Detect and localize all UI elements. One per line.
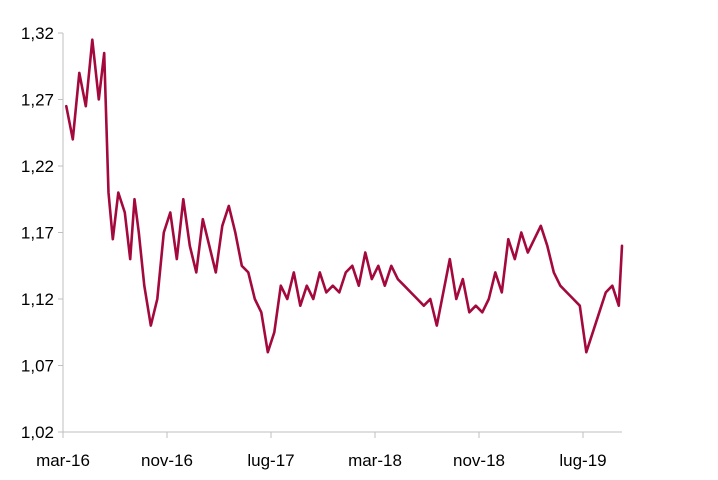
series-layer [65, 38, 624, 354]
x-tick-label: nov-18 [453, 451, 505, 470]
x-tick-label: mar-18 [348, 451, 402, 470]
y-tick-label: 1,12 [21, 290, 54, 309]
y-tick-label: 1,17 [21, 224, 54, 243]
x-axis: mar-16 nov-16 lug-17 mar-18 nov-18 lug-19 [36, 431, 622, 470]
x-tick-label: nov-16 [141, 451, 193, 470]
y-ticks: 1,02 1,07 1,12 1,17 1,22 1,27 1,32 [21, 24, 63, 442]
y-tick-label: 1,27 [21, 91, 54, 110]
series-line-0 [65, 38, 624, 354]
y-tick-label: 1,02 [21, 423, 54, 442]
y-tick-label: 1,32 [21, 24, 54, 43]
x-tick-label: lug-19 [559, 451, 606, 470]
x-tick-label: mar-16 [36, 451, 90, 470]
x-tick-label: lug-17 [247, 451, 294, 470]
y-tick-label: 1,22 [21, 157, 54, 176]
y-axis: 1,02 1,07 1,12 1,17 1,22 1,27 1,32 [21, 24, 64, 442]
y-tick-label: 1,07 [21, 357, 54, 376]
x-ticks: mar-16 nov-16 lug-17 mar-18 nov-18 lug-19 [36, 432, 607, 470]
